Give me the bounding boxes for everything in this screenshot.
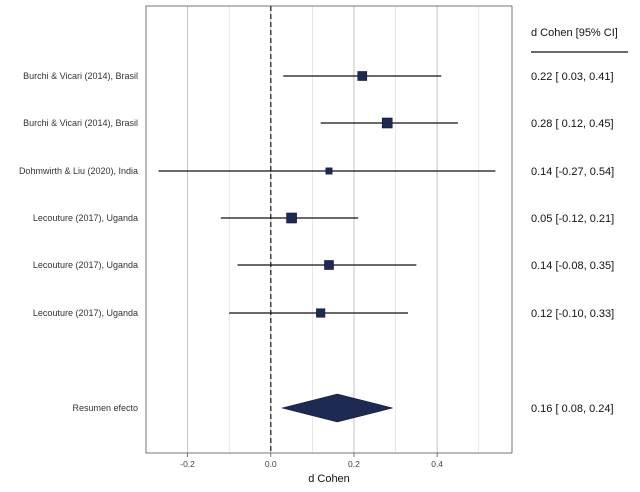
effect-marker (325, 167, 333, 175)
study-row: Lecouture (2017), Uganda 0.14 [-0.08, 0.3… (33, 260, 614, 272)
ci-value: 0.14 [-0.27, 0.54] (531, 166, 614, 178)
summary-label: Resumen efecto (72, 403, 138, 413)
x-axis-title: d Cohen (308, 473, 350, 485)
study-rows: Burchi & Vicari (2014), Brasil 0.22 [ 0.0… (19, 71, 614, 320)
study-label: Dohmwirth & Liu (2020), India (19, 166, 138, 176)
summary-ci-value: 0.16 [ 0.08, 0.24] (531, 403, 614, 415)
ci-value: 0.12 [-0.10, 0.33] (531, 308, 614, 320)
ci-value: 0.22 [ 0.03, 0.41] (531, 71, 614, 83)
plot-panel (145, 5, 513, 454)
study-row: Lecouture (2017), Uganda 0.12 [-0.10, 0.3… (33, 308, 614, 320)
study-label: Burchi & Vicari (2014), Brasil (23, 71, 138, 81)
study-row: Lecouture (2017), Uganda 0.05 [-0.12, 0.2… (33, 212, 614, 225)
effect-marker (357, 71, 368, 81)
study-label: Lecouture (2017), Uganda (33, 213, 138, 223)
study-label: Lecouture (2017), Uganda (33, 260, 138, 270)
summary-row: Resumen efecto 0.16 [ 0.08, 0.24] (72, 393, 614, 423)
study-label: Burchi & Vicari (2014), Brasil (23, 118, 138, 128)
grid-lines (145, 6, 480, 453)
summary-diamond (281, 393, 393, 423)
ci-value: 0.14 [-0.08, 0.35] (531, 260, 614, 272)
x-tick-label: 0.0 (265, 459, 277, 469)
study-row: Burchi & Vicari (2014), Brasil 0.22 [ 0.0… (23, 71, 613, 83)
x-tick-label: 0.2 (348, 459, 360, 469)
ci-value: 0.28 [ 0.12, 0.45] (531, 118, 614, 130)
study-row: Dohmwirth & Liu (2020), India 0.14 [-0.27… (19, 166, 614, 178)
effect-marker (381, 117, 393, 129)
effect-marker (316, 308, 326, 318)
x-tick-label: -0.2 (180, 459, 195, 469)
study-row: Burchi & Vicari (2014), Brasil 0.28 [ 0.1… (23, 117, 614, 130)
x-axis: -0.2 0.0 0.2 0.4 (180, 453, 443, 469)
study-label: Lecouture (2017), Uganda (33, 308, 138, 318)
effect-marker (286, 212, 297, 224)
ci-column-header: d Cohen [95% CI] (531, 27, 618, 39)
x-tick-label: 0.4 (431, 459, 443, 469)
effect-marker (324, 260, 334, 270)
ci-value: 0.05 [-0.12, 0.21] (531, 213, 614, 225)
